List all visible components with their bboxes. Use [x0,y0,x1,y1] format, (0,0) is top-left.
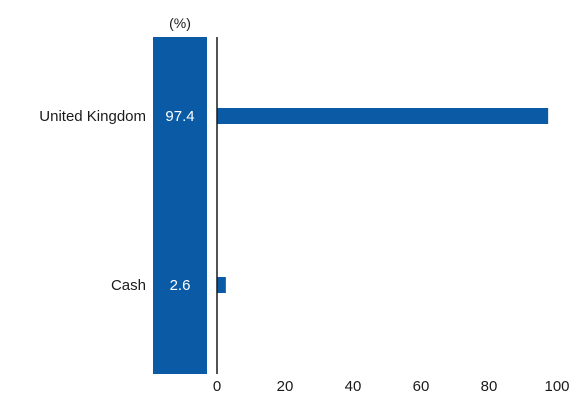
category-label-0: United Kingdom [39,108,146,125]
x-tick-label-1: 20 [277,378,294,395]
category-labels: United Kingdom Cash [39,108,146,294]
x-tick-label-4: 80 [481,378,498,395]
x-tick-label-0: 0 [213,378,221,395]
x-tick-label-5: 100 [544,378,569,395]
value-label-1: 2.6 [170,277,191,294]
value-label-0: 97.4 [165,108,194,125]
x-tick-label-2: 40 [345,378,362,395]
bars-group [217,108,549,293]
x-tick-label-3: 60 [413,378,430,395]
category-label-1: Cash [111,277,146,294]
bar-1 [217,277,226,293]
value-labels: 97.4 2.6 [165,108,194,294]
x-axis-ticks: 0 20 40 60 80 100 [213,378,570,395]
value-column-background [153,37,207,374]
bar-0 [217,108,549,124]
unit-label: (%) [169,15,191,31]
